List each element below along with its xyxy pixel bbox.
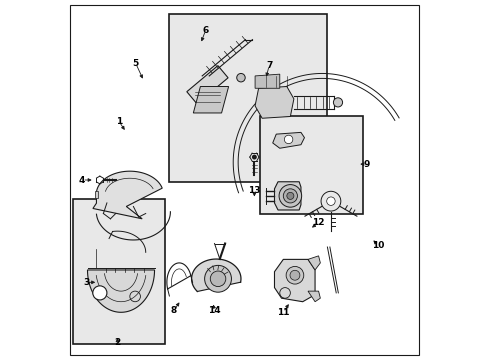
Polygon shape bbox=[274, 182, 300, 210]
Text: 5: 5 bbox=[132, 59, 139, 68]
Circle shape bbox=[284, 135, 292, 144]
Circle shape bbox=[289, 270, 299, 280]
Polygon shape bbox=[186, 66, 227, 104]
Circle shape bbox=[283, 189, 297, 203]
Circle shape bbox=[210, 271, 225, 287]
Circle shape bbox=[251, 154, 256, 159]
Text: 6: 6 bbox=[202, 26, 208, 35]
Text: 4: 4 bbox=[79, 176, 85, 185]
Text: 9: 9 bbox=[362, 159, 368, 168]
Polygon shape bbox=[274, 259, 314, 302]
Polygon shape bbox=[255, 74, 279, 88]
Circle shape bbox=[93, 286, 107, 300]
Text: 10: 10 bbox=[371, 241, 383, 250]
Text: 7: 7 bbox=[265, 61, 272, 70]
Text: 1: 1 bbox=[116, 117, 122, 126]
Text: 12: 12 bbox=[312, 218, 324, 227]
Polygon shape bbox=[307, 256, 320, 270]
Polygon shape bbox=[255, 86, 293, 118]
Polygon shape bbox=[193, 86, 228, 113]
Polygon shape bbox=[307, 291, 320, 302]
Circle shape bbox=[279, 185, 301, 207]
Circle shape bbox=[286, 192, 293, 199]
Bar bbox=[168, 14, 327, 182]
Polygon shape bbox=[87, 270, 154, 312]
Circle shape bbox=[326, 197, 334, 206]
Text: 13: 13 bbox=[247, 186, 260, 195]
Circle shape bbox=[285, 266, 303, 284]
Bar bbox=[73, 199, 165, 344]
Polygon shape bbox=[191, 259, 241, 292]
Circle shape bbox=[236, 73, 244, 82]
Text: 3: 3 bbox=[83, 278, 89, 287]
Text: 11: 11 bbox=[277, 308, 289, 317]
Text: 14: 14 bbox=[208, 306, 221, 315]
Text: 2: 2 bbox=[114, 338, 121, 347]
Text: 8: 8 bbox=[170, 306, 177, 315]
Bar bbox=[260, 117, 362, 213]
Polygon shape bbox=[94, 190, 98, 198]
Circle shape bbox=[204, 265, 231, 292]
Polygon shape bbox=[272, 132, 304, 148]
Circle shape bbox=[333, 98, 342, 107]
Polygon shape bbox=[93, 171, 162, 219]
